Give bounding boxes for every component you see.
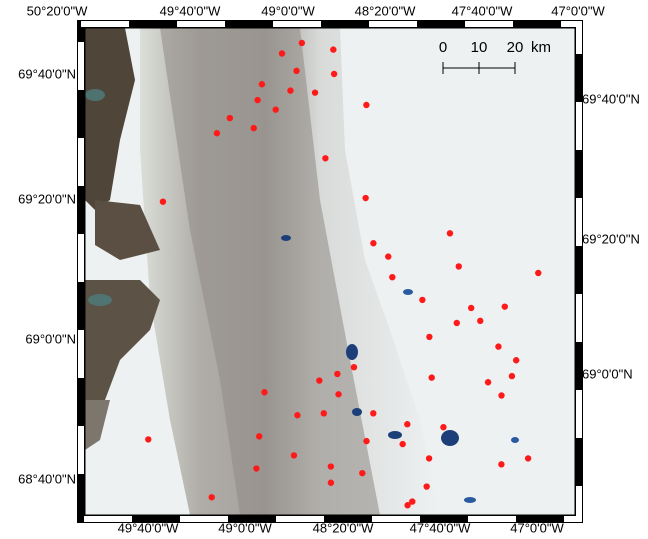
point (214, 130, 220, 136)
left-label: 69°0'0"N (25, 331, 76, 346)
point (251, 125, 257, 131)
point (362, 195, 368, 201)
point (259, 81, 265, 87)
point (330, 46, 336, 52)
point (316, 377, 322, 383)
point (404, 421, 410, 427)
point (334, 371, 340, 377)
scale-label: 10 (471, 39, 488, 56)
point (261, 389, 267, 395)
point (428, 374, 434, 380)
right-label: 69°20'0"N (582, 231, 640, 246)
point (495, 343, 501, 349)
point (256, 433, 262, 439)
bottom-label: 49°0'0"W (218, 520, 272, 535)
point (502, 303, 508, 309)
point (426, 334, 432, 340)
top-label: 49°40'0"W (160, 3, 221, 18)
point (513, 357, 519, 363)
point (312, 89, 318, 95)
point (404, 502, 410, 508)
right-label: 69°0'0"N (582, 366, 633, 381)
point (498, 392, 504, 398)
point (322, 155, 328, 161)
left-label: 68°40'0"N (18, 471, 76, 486)
point (145, 436, 151, 442)
point (359, 470, 365, 476)
point (363, 438, 369, 444)
top-label: 47°0'0"W (551, 3, 605, 18)
point (423, 483, 429, 489)
point (227, 115, 233, 121)
point (253, 465, 259, 471)
point (498, 461, 504, 467)
point (363, 102, 369, 108)
point (160, 198, 166, 204)
point (209, 494, 215, 500)
bottom-label: 48°20'0"W (313, 520, 374, 535)
point (335, 391, 341, 397)
point (389, 274, 395, 280)
left-label: 69°40'0"N (18, 66, 76, 81)
point (279, 50, 285, 56)
point (294, 412, 300, 418)
point (477, 318, 483, 324)
point (291, 452, 297, 458)
satellite-image (85, 28, 575, 515)
point (399, 441, 405, 447)
point (535, 270, 541, 276)
point (328, 480, 334, 486)
point (456, 263, 462, 269)
top-label: 50°20'0"W (27, 3, 88, 18)
point (440, 424, 446, 430)
point (370, 240, 376, 246)
point (426, 455, 432, 461)
top-label: 48°20'0"W (355, 3, 416, 18)
point (254, 97, 260, 103)
point (468, 305, 474, 311)
point (287, 87, 293, 93)
map: 0 10 20 km 50°20'0"W 49°40'0"W 49°0'0"W 48°20'… (0, 0, 648, 539)
point (321, 410, 327, 416)
point (485, 379, 491, 385)
point (328, 463, 334, 469)
point (385, 253, 391, 259)
left-label: 69°20'0"N (18, 191, 76, 206)
point (447, 230, 453, 236)
point (331, 71, 337, 77)
point (454, 320, 460, 326)
point (525, 455, 531, 461)
point (419, 297, 425, 303)
point (351, 364, 357, 370)
scale-unit: km (531, 39, 551, 56)
point (273, 106, 279, 112)
bottom-label: 49°40'0"W (118, 520, 179, 535)
scale-label: 0 (439, 39, 447, 56)
point (370, 410, 376, 416)
bottom-label: 47°0'0"W (510, 520, 564, 535)
right-label: 69°40'0"N (582, 91, 640, 106)
point (299, 40, 305, 46)
bottom-label: 47°40'0"W (410, 520, 471, 535)
top-label: 47°40'0"W (452, 3, 513, 18)
top-label: 49°0'0"W (261, 3, 315, 18)
point (293, 68, 299, 74)
scale-label: 20 (507, 39, 524, 56)
point (509, 373, 515, 379)
